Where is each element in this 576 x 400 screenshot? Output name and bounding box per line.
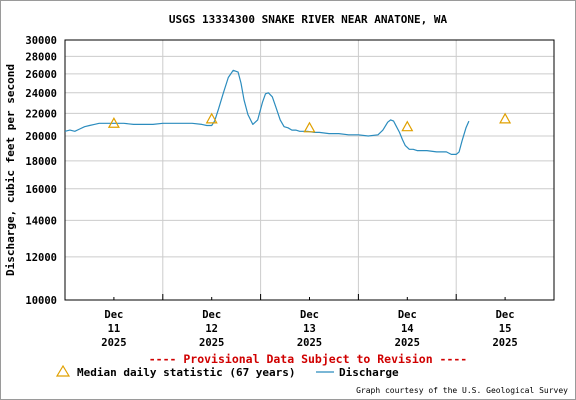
x-tick-label: Dec	[496, 309, 515, 321]
x-tick-label: 2025	[395, 337, 420, 349]
median-point-triangle	[205, 112, 218, 124]
y-tick-label: 26000	[25, 69, 57, 81]
y-tick-label: 10000	[25, 295, 57, 307]
legend-discharge-label: Discharge	[339, 366, 399, 379]
chart-title: USGS 13334300 SNAKE RIVER NEAR ANATONE, …	[169, 13, 448, 26]
plot-area-border	[64, 39, 555, 301]
grid-lines	[64, 39, 555, 301]
y-tick-label: 14000	[25, 215, 57, 227]
data-series	[64, 69, 512, 155]
legend-median-triangle-icon	[55, 364, 71, 377]
x-tick-label: Dec	[300, 309, 319, 321]
y-tick-label: 24000	[25, 88, 57, 100]
x-tick-label: Dec	[104, 309, 123, 321]
median-point-triangle	[107, 117, 120, 128]
x-tick-label: 12	[205, 323, 218, 335]
discharge-line	[64, 69, 470, 155]
y-tick-label: 20000	[25, 131, 57, 143]
y-tick-label: 12000	[25, 252, 57, 264]
x-tick-label: 2025	[101, 337, 126, 349]
y-tick-label: 18000	[25, 156, 57, 168]
y-tick-label: 16000	[25, 184, 57, 196]
x-axis-ticks: Dec 11 2025 Dec 12 2025 Dec 13 2025 Dec 14 2025 Dec 1…	[101, 309, 517, 349]
median-point-triangle	[499, 112, 512, 124]
y-tick-label: 22000	[25, 108, 57, 120]
y-axis-label: Discharge, cubic feet per second	[4, 64, 17, 276]
y-axis-ticks: 10000 12000 14000 16000 18000 20000 22000 24000…	[25, 35, 57, 307]
legend: Median daily statistic (67 years) Discha…	[55, 364, 399, 379]
credit-text: Graph courtesy of the U.S. Geological Su…	[356, 386, 568, 395]
legend-median-label: Median daily statistic (67 years)	[77, 366, 296, 379]
x-tick-label: 11	[108, 323, 121, 335]
x-tick-label: Dec	[398, 309, 417, 321]
x-tick-label: 15	[499, 323, 512, 335]
x-tick-label: 2025	[199, 337, 224, 349]
y-tick-label: 30000	[25, 35, 57, 47]
x-tick-label: 13	[303, 323, 316, 335]
x-tick-label: 14	[401, 323, 414, 335]
x-tick-label: 2025	[492, 337, 517, 349]
x-tick-label: 2025	[297, 337, 322, 349]
y-tick-label: 28000	[25, 51, 57, 63]
median-point-triangle	[401, 120, 414, 132]
median-point-triangle	[303, 121, 316, 133]
provisional-notice: ---- Provisional Data Subject to Revisio…	[149, 352, 468, 366]
x-tick-label: Dec	[202, 309, 221, 321]
